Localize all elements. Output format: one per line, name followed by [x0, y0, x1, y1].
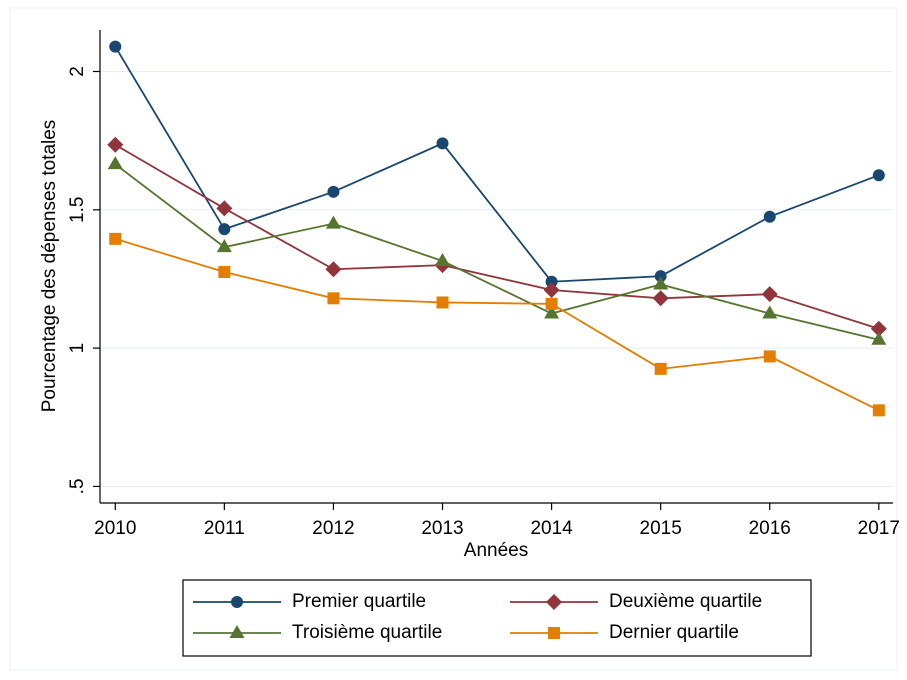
marker	[763, 350, 776, 363]
marker	[327, 185, 340, 198]
marker	[762, 305, 778, 319]
legend-label: Premier quartile	[292, 591, 426, 612]
x-tick-label: 2012	[312, 518, 354, 539]
x-axis-label: Années	[464, 540, 528, 561]
marker	[763, 210, 776, 223]
series-line	[114, 46, 880, 283]
marker	[653, 276, 669, 290]
marker	[544, 305, 560, 319]
x-tick-label: 2010	[94, 518, 136, 539]
legend	[182, 579, 812, 657]
marker	[435, 252, 451, 266]
marker	[325, 261, 342, 278]
marker	[872, 404, 885, 417]
marker	[872, 169, 885, 182]
marker	[436, 137, 449, 150]
y-axis-label: Pourcentage des dépenses totales	[39, 120, 60, 413]
marker	[218, 266, 231, 279]
marker	[545, 297, 558, 310]
marker	[654, 270, 667, 283]
marker	[654, 362, 667, 375]
marker	[109, 232, 122, 245]
marker	[871, 331, 887, 345]
x-tick-label: 2014	[530, 518, 573, 539]
marker	[652, 290, 669, 307]
frame	[9, 7, 898, 671]
marker	[543, 282, 560, 299]
legend-marker	[546, 594, 562, 610]
marker	[216, 239, 232, 253]
legend-label: Dernier quartile	[609, 622, 739, 643]
y-tick-label: .5	[67, 478, 88, 494]
marker	[107, 136, 124, 153]
legend-marker	[231, 596, 243, 608]
marker	[109, 40, 122, 53]
series-line	[114, 144, 880, 330]
x-tick-label: 2017	[858, 518, 900, 539]
x-tick-label: 2013	[421, 518, 463, 539]
y-tick-label: 1.5	[67, 197, 88, 223]
legend-marker	[548, 627, 560, 639]
y-tick-label: 1	[67, 343, 88, 354]
marker	[545, 275, 558, 288]
marker	[107, 156, 123, 170]
marker	[216, 200, 233, 217]
legend-marker	[229, 625, 245, 638]
legend-label: Deuxième quartile	[609, 591, 762, 612]
x-tick-label: 2015	[640, 518, 682, 539]
marker	[218, 223, 231, 236]
x-tick-label: 2016	[749, 518, 791, 539]
series-line	[115, 237, 880, 412]
marker	[325, 215, 341, 229]
y-tick-label: 2	[67, 66, 88, 77]
series-line	[114, 163, 880, 341]
marker	[327, 292, 340, 305]
marker	[761, 286, 778, 303]
marker	[870, 320, 887, 337]
x-tick-label: 2011	[204, 518, 245, 539]
legend-label: Troisième quartile	[292, 622, 442, 643]
marker	[436, 296, 449, 309]
